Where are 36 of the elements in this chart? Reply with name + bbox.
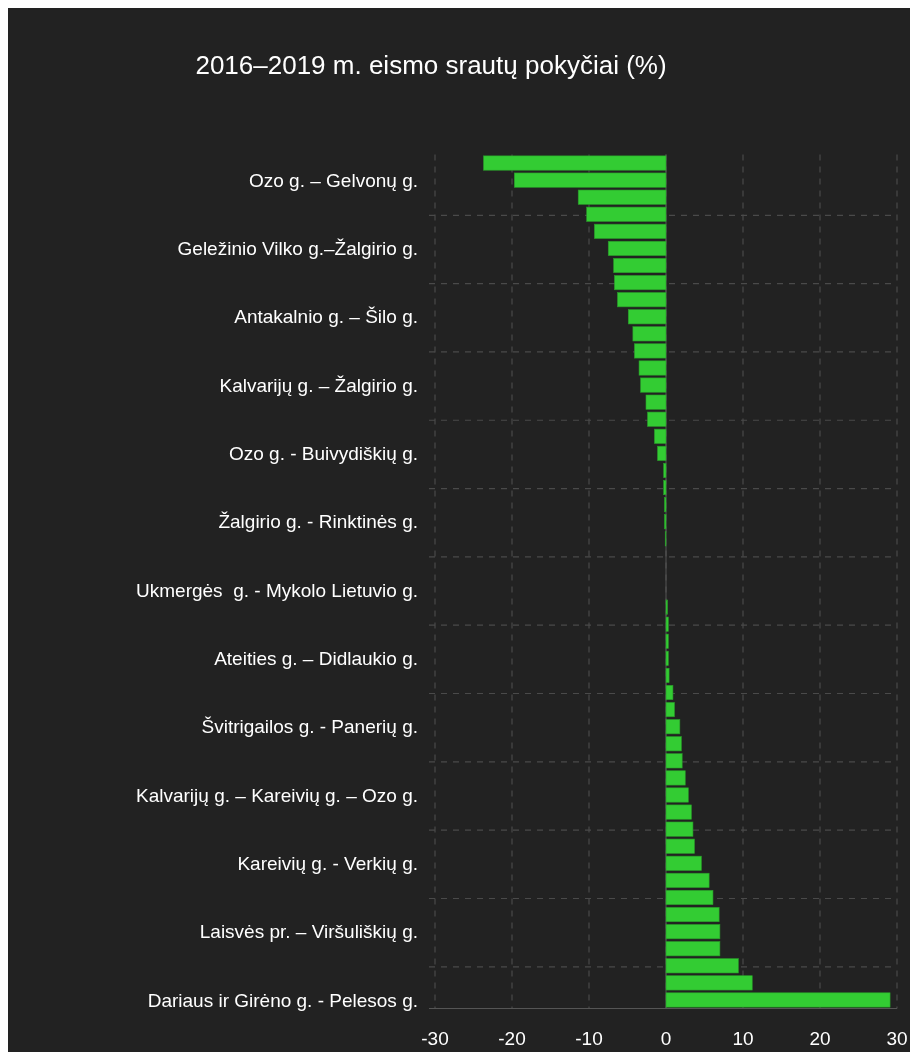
bar (665, 685, 674, 700)
bar (614, 275, 667, 291)
y-tick-label: Antakalnio g. – Šilo g. (234, 306, 418, 328)
bar (613, 258, 667, 273)
x-tick-label: -20 (498, 1027, 526, 1049)
bar (665, 702, 675, 718)
x-tick-label: -10 (575, 1027, 603, 1049)
y-tick-label: Kalvarijų g. – Žalgirio g. (219, 374, 418, 396)
x-tick-label: 30 (886, 1027, 908, 1049)
y-tick-label: Ateities g. – Didlaukio g. (214, 648, 418, 670)
y-tick-label: Laisvės pr. – Viršuliškių g. (199, 921, 418, 943)
bar (657, 445, 667, 461)
y-tick-label: Ozo g. - Buivydiškių g. (228, 443, 418, 465)
y-tick-label: Žalgirio g. - Rinktinės g. (218, 511, 418, 533)
bar (665, 667, 670, 683)
bar (665, 924, 721, 940)
x-tick-label: -30 (421, 1027, 449, 1049)
y-tick-label: Kalvarijų g. – Kareivių g. – Ozo g. (136, 784, 418, 806)
y-tick-label: Ukmergės g. - Mykolo Lietuvio g. (136, 579, 418, 601)
y-tick-label: Geležinio Vilko g.–Žalgirio g. (177, 238, 418, 260)
x-tick-label: 0 (660, 1027, 672, 1049)
bar (663, 480, 667, 496)
bar (665, 907, 720, 923)
x-tick-label: 20 (809, 1027, 831, 1049)
y-tick-label: Švitrigailos g. - Panerių g. (201, 716, 418, 738)
bar (665, 890, 714, 905)
bar (607, 240, 667, 256)
y-tick-label: Ozo g. – Gelvonų g. (249, 169, 418, 191)
y-tick-label: Dariaus ir Girėno g. - Pelesos g. (147, 989, 418, 1011)
bar (665, 650, 669, 666)
bar (594, 223, 667, 239)
bar (663, 463, 667, 478)
chart-title: 2016–2019 m. eismo srautų pokyčiai (%) (195, 50, 667, 81)
bar (665, 872, 710, 888)
y-tick-label: Kareivių g. - Verkių g. (237, 852, 418, 874)
x-tick-label: 10 (732, 1027, 754, 1049)
